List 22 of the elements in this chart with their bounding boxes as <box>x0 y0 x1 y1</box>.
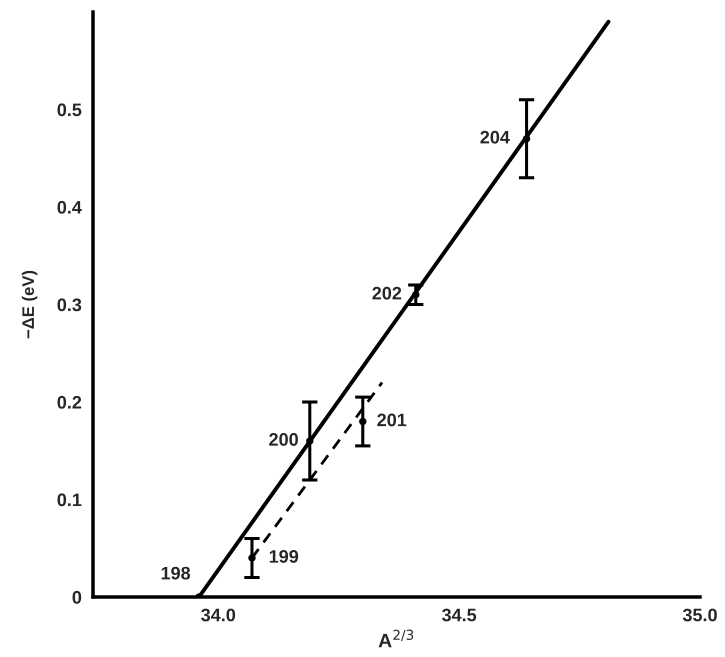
y-tick-label: 0.2 <box>58 396 82 409</box>
y-axis-title: −ΔE (eV) <box>22 270 38 338</box>
point <box>248 554 256 562</box>
y-tick-label: 0 <box>72 590 82 604</box>
x-axis-title: A$^{2/3}$ <box>378 630 414 648</box>
y-tick-label: 0.3 <box>58 298 82 312</box>
annotation: 202 <box>372 286 402 300</box>
annotation: 199 <box>270 550 298 563</box>
annotation: 200 <box>269 433 298 446</box>
y-tick-label: 0.1 <box>58 493 82 506</box>
annotation: 198 <box>162 566 190 580</box>
y-tick-label: 0.4 <box>58 200 82 214</box>
y-tick-label: 0.5 <box>58 103 82 116</box>
x-tick-label: 34.0 <box>201 608 236 622</box>
x-tick-label: 35.0 <box>682 608 717 622</box>
point <box>412 291 420 298</box>
point <box>306 437 314 445</box>
point <box>359 418 366 426</box>
annotation: 204 <box>480 130 510 144</box>
point <box>522 135 530 142</box>
x-tick-label: 34.5 <box>442 608 476 622</box>
annotation: 201 <box>377 414 406 426</box>
